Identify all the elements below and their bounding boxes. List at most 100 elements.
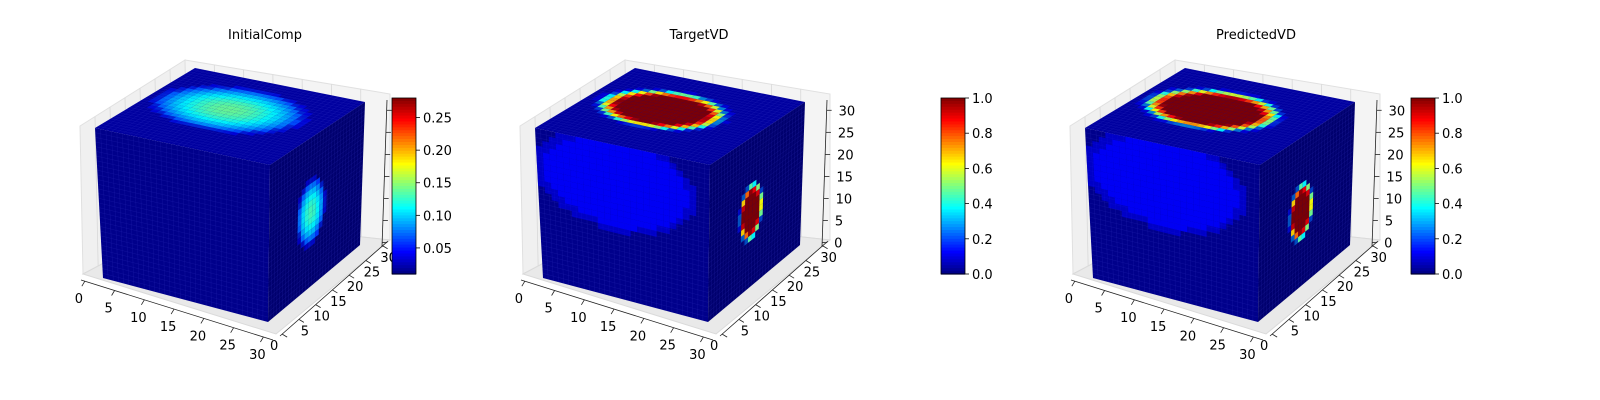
top-blob-voxel [214, 91, 225, 95]
front-ghost-voxel [542, 152, 550, 160]
top-blob-voxel [1166, 92, 1177, 97]
colorbar-segment [1411, 171, 1435, 175]
voxel-line [1259, 128, 1355, 195]
colorbar-segment [392, 197, 416, 202]
top-blob-voxel [153, 106, 164, 111]
front-ghost-voxel [622, 164, 630, 172]
front-ghost-voxel [1132, 161, 1140, 169]
front-ghost-voxel [1186, 179, 1194, 187]
top-blob-voxel [1188, 106, 1199, 111]
top-blob-voxel [182, 100, 193, 104]
front-ghost-voxel [557, 172, 564, 181]
top-blob-voxel [712, 109, 723, 113]
front-ghost-voxel [1160, 196, 1168, 204]
x-tick-mark [1071, 280, 1076, 287]
top-blob-voxel [639, 100, 650, 105]
front-ghost-voxel [1179, 147, 1186, 156]
voxel-line [733, 147, 737, 301]
front-ghost-voxel [643, 227, 651, 236]
side-blob-voxel [1291, 204, 1296, 214]
front-ghost-voxel [1101, 188, 1109, 197]
front-ghost-voxel [589, 145, 596, 153]
front-ghost-voxel [1147, 211, 1155, 219]
front-ghost-voxel [623, 217, 631, 225]
front-ghost-voxel [602, 159, 610, 168]
z-tick-label: 0 [834, 237, 842, 252]
voxel-line [1260, 163, 1264, 320]
x-tick-mark [1160, 308, 1165, 315]
front-ghost-voxel [562, 156, 570, 165]
side-blob-voxel [1308, 214, 1313, 224]
front-ghost-voxel [536, 156, 544, 165]
front-ghost-voxel [596, 176, 604, 184]
top-blob-voxel [1147, 104, 1158, 109]
top-blob-voxel [721, 120, 732, 125]
colorbar-segment [941, 115, 965, 120]
voxel-line [293, 147, 297, 301]
front-ghost-voxel [636, 202, 644, 211]
y-tick-label: 20 [787, 280, 804, 295]
front-ghost-voxel [1146, 181, 1154, 190]
front-ghost-voxel [1186, 202, 1194, 211]
voxel-line [220, 154, 222, 310]
top-blob-voxel [190, 111, 201, 115]
side-blob-voxel [319, 197, 324, 206]
top-blob-voxel [183, 109, 195, 114]
top-blob-voxel [1154, 99, 1166, 104]
top-blob-voxel [622, 122, 633, 126]
front-ghost-voxel [649, 181, 657, 190]
x-axis-line [80, 279, 274, 341]
top-blob-voxel [593, 106, 604, 111]
front-ghost-voxel [1226, 193, 1233, 202]
side-blob-voxel [301, 204, 306, 214]
top-blob-voxel [651, 109, 662, 113]
front-ghost-voxel [1186, 190, 1194, 199]
voxel-line [269, 133, 365, 200]
top-blob-voxel [1228, 108, 1240, 113]
top-blob-voxel [1223, 123, 1234, 127]
top-blob-voxel [1273, 108, 1284, 112]
voxel-line [707, 240, 801, 318]
top-blob-voxel [278, 116, 289, 121]
colorbar-segment [941, 271, 965, 275]
front-ghost-voxel [1086, 156, 1094, 165]
front-ghost-voxel [1145, 140, 1153, 149]
front-ghost-voxel [1233, 189, 1240, 197]
front-ghost-voxel [1213, 196, 1220, 205]
top-blob-voxel [212, 125, 223, 129]
top-blob-voxel [629, 95, 640, 100]
top-blob-voxel [683, 100, 694, 104]
side-blob-voxel [301, 187, 306, 196]
front-ghost-voxel [610, 214, 618, 222]
colorbar-segment [392, 177, 416, 181]
top-blob-voxel [1217, 115, 1228, 120]
side-blob-voxel [745, 196, 749, 205]
top-blob-voxel [1163, 110, 1174, 115]
front-ghost-voxel [575, 142, 583, 150]
y-tick-label: 25 [364, 265, 381, 280]
front-ghost-voxel [1206, 213, 1214, 221]
front-ghost-voxel [1193, 174, 1200, 182]
x-tick-label: 10 [570, 311, 587, 326]
voxel-line [95, 132, 270, 171]
front-ghost-voxel [1206, 219, 1214, 227]
top-blob-voxel [266, 130, 277, 134]
colorbar-frame [1410, 97, 1436, 275]
front-ghost-voxel [1106, 155, 1114, 163]
voxel-line [339, 115, 345, 262]
front-ghost-voxel [1125, 142, 1133, 150]
top-blob-voxel [675, 104, 687, 109]
front-ghost-voxel [609, 149, 616, 157]
top-blob-voxel [1232, 128, 1244, 133]
top-blob-voxel [193, 93, 204, 97]
front-ghost-voxel [662, 155, 670, 163]
front-ghost-voxel [1167, 204, 1174, 212]
top-blob-voxel [218, 110, 229, 115]
side-blob-voxel [1298, 222, 1302, 232]
front-ghost-voxel [1101, 183, 1108, 191]
front-ghost-voxel [1087, 174, 1095, 182]
side-blob-voxel [315, 223, 319, 232]
front-ghost-voxel [663, 226, 670, 235]
top-blob-voxel [1233, 122, 1245, 126]
voxel-line [708, 209, 802, 283]
